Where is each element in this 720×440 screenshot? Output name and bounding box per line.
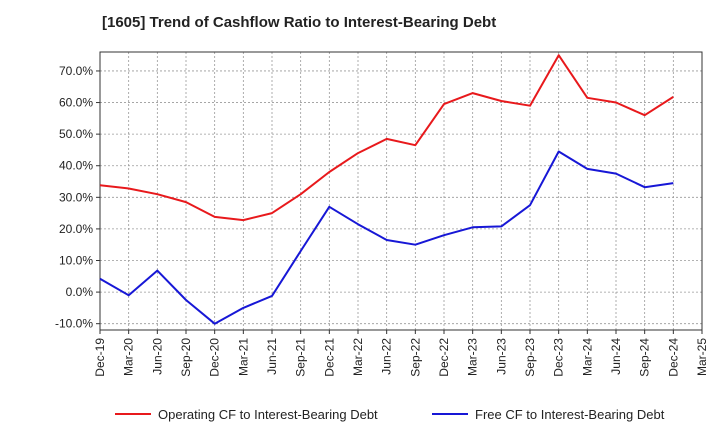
x-tick-label: Jun-21 xyxy=(265,338,279,375)
y-tick-label: 60.0% xyxy=(59,96,93,110)
y-tick-label: 30.0% xyxy=(59,190,93,204)
plot-frame xyxy=(99,51,703,331)
x-tick-label: Dec-19 xyxy=(93,338,107,377)
grid-layer xyxy=(100,52,702,330)
x-tick-label: Jun-24 xyxy=(609,338,623,375)
y-tick-label: 20.0% xyxy=(59,222,93,236)
x-tick-label: Jun-23 xyxy=(494,338,508,375)
x-axis-ticks: Dec-19 Mar-20 Jun-20 Sep-20 Dec-20 Mar-21 Jun-… xyxy=(93,330,709,377)
y-tick-label: 0.0% xyxy=(66,285,94,299)
x-tick-label: Sep-21 xyxy=(294,338,308,377)
x-tick-label: Mar-24 xyxy=(580,338,594,376)
x-tick-label: Dec-21 xyxy=(322,338,336,377)
x-tick-label: Mar-25 xyxy=(695,338,709,376)
x-tick-label: Mar-22 xyxy=(351,338,365,376)
x-tick-label: Jun-20 xyxy=(150,338,164,375)
y-tick-label: 10.0% xyxy=(59,254,93,268)
legend-label-1: Free CF to Interest-Bearing Debt xyxy=(475,407,665,422)
legend: Operating CF to Interest-Bearing Debt Fre… xyxy=(115,407,665,422)
chart-title: [1605] Trend of Cashflow Ratio to Intere… xyxy=(102,14,497,31)
legend-label-0: Operating CF to Interest-Bearing Debt xyxy=(158,407,378,422)
x-tick-label: Sep-23 xyxy=(523,338,537,377)
x-tick-label: Dec-24 xyxy=(666,338,680,377)
series-layer xyxy=(99,54,674,325)
x-tick-label: Sep-22 xyxy=(408,338,422,377)
x-tick-label: Dec-23 xyxy=(552,338,566,377)
x-tick-label: Mar-23 xyxy=(466,338,480,376)
x-tick-label: Dec-22 xyxy=(437,338,451,377)
y-tick-label: 50.0% xyxy=(59,127,93,141)
y-tick-label: -10.0% xyxy=(55,317,93,331)
x-tick-label: Sep-20 xyxy=(179,338,193,377)
x-tick-label: Mar-20 xyxy=(122,338,136,376)
x-tick-label: Mar-21 xyxy=(236,338,250,376)
x-tick-label: Jun-22 xyxy=(380,338,394,375)
x-tick-label: Sep-24 xyxy=(638,338,652,377)
series-line-1 xyxy=(99,150,674,325)
x-tick-label: Dec-20 xyxy=(208,338,222,377)
y-tick-label: 70.0% xyxy=(59,64,93,78)
y-tick-label: 40.0% xyxy=(59,159,93,173)
y-axis-ticks: -10.0% 0.0% 10.0% 20.0% 30.0% 40.0% 50.0% 60.0%… xyxy=(55,64,100,331)
series-line-0 xyxy=(99,54,674,222)
